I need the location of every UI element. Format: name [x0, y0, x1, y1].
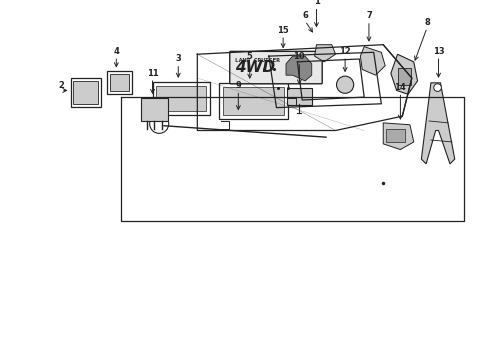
Text: 9: 9	[236, 81, 241, 90]
Text: 4WD: 4WD	[236, 60, 275, 75]
Text: 11: 11	[147, 68, 158, 77]
Text: 14: 14	[394, 83, 406, 92]
Text: 10: 10	[294, 52, 305, 61]
Text: 4: 4	[113, 46, 119, 55]
Text: 13: 13	[433, 46, 444, 55]
Bar	[397, 68, 411, 85]
Bar	[386, 129, 405, 142]
Text: 3: 3	[175, 54, 181, 63]
Polygon shape	[360, 46, 385, 75]
Circle shape	[337, 76, 354, 93]
Text: LAND CRUISER: LAND CRUISER	[236, 58, 280, 63]
Polygon shape	[421, 83, 455, 164]
Text: 2: 2	[58, 81, 64, 90]
Polygon shape	[286, 56, 312, 81]
FancyBboxPatch shape	[287, 87, 312, 105]
Text: 7: 7	[366, 11, 372, 20]
Text: 6: 6	[302, 11, 308, 20]
Bar	[223, 87, 284, 115]
Polygon shape	[391, 54, 417, 94]
Text: 12: 12	[339, 46, 351, 55]
Text: 5: 5	[247, 52, 253, 61]
Polygon shape	[315, 45, 336, 62]
Text: 8: 8	[424, 18, 430, 27]
Bar	[152, 82, 210, 115]
Bar	[156, 86, 206, 112]
Bar	[71, 78, 101, 107]
FancyBboxPatch shape	[230, 51, 322, 84]
Bar	[110, 74, 129, 91]
Bar	[74, 81, 98, 104]
Polygon shape	[383, 123, 414, 149]
Bar	[141, 98, 168, 121]
Bar	[107, 71, 131, 94]
Circle shape	[434, 84, 441, 91]
Text: 1: 1	[314, 0, 319, 6]
Text: 15: 15	[277, 26, 289, 35]
Bar	[219, 83, 288, 119]
